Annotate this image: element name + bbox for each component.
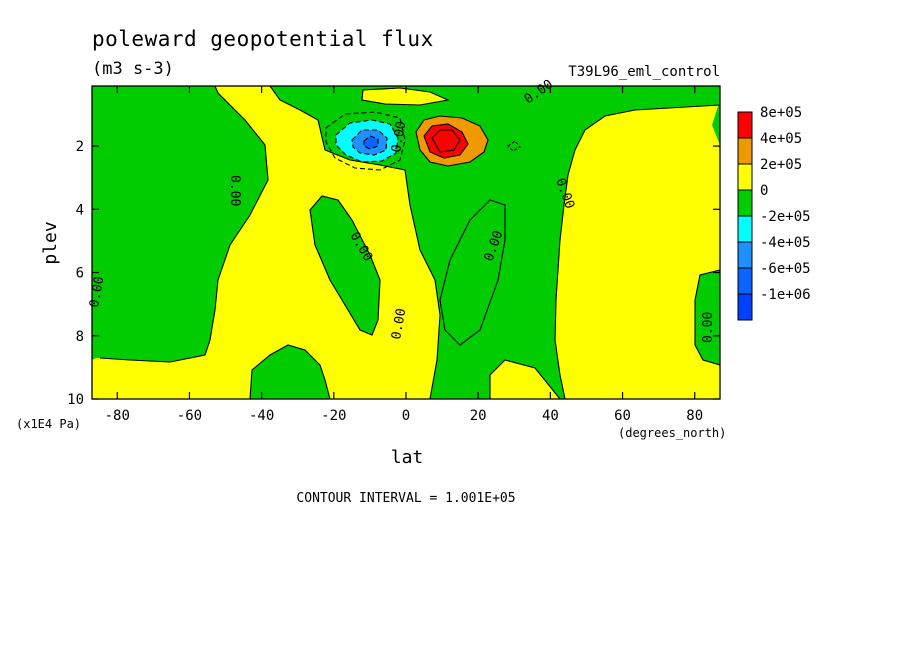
negative-region-north-midlat-tongue [440, 200, 505, 345]
max-core-red [424, 124, 468, 158]
color-legend: 8e+05 4e+05 2e+05 0 -2e+05 -4e+05 -6e+05 -1e+06 [737, 105, 811, 321]
negative-region-north-pole-edge [712, 100, 720, 145]
legend-swatch [737, 111, 753, 139]
contour-small-dashed [507, 140, 521, 152]
legend-label: -4e+05 [760, 235, 811, 251]
contour-zero-line-top [361, 87, 450, 106]
negative-region-north-lower [695, 270, 720, 365]
contour-lines [99, 86, 720, 399]
x-axis: -80 -60 -40 -20 0 20 40 60 80 [105, 86, 703, 424]
contour-zero-line-bottom-north [489, 359, 561, 399]
contour-zero-line-lower-right [694, 269, 720, 366]
x-tick-label: 60 [614, 408, 631, 424]
y-tick-label: 6 [76, 266, 84, 282]
min-core-deep [364, 136, 378, 149]
x-tick-label: 80 [686, 408, 703, 424]
x-tick-label: -20 [321, 408, 346, 424]
negative-region-south-midlat-tongue [310, 196, 380, 335]
legend-label: 8e+05 [760, 105, 802, 121]
chart-title: poleward geopotential flux [92, 27, 434, 51]
run-label: T39L96_eml_control [568, 64, 720, 80]
contour-positive-rings [415, 115, 489, 167]
y-tick-label: 2 [76, 139, 84, 155]
y-axis: 2 4 6 8 10 [67, 139, 720, 408]
x-tick-label: 40 [542, 408, 559, 424]
y-unit-label: (x1E4 Pa) [16, 417, 81, 431]
legend-swatch [737, 189, 753, 217]
y-axis-label: plev [40, 221, 61, 264]
positive-patch-small [296, 141, 310, 152]
contour-zero-line-south [99, 86, 269, 363]
legend-label: 0 [760, 183, 768, 199]
y-tick-label: 8 [76, 329, 84, 345]
legend-swatch [737, 163, 753, 191]
chart-units: (m3 s-3) [92, 59, 174, 79]
x-tick-label: -40 [249, 408, 274, 424]
contour-zero-line-tongue-north [439, 199, 506, 346]
plot-area: 0.00 0.00 0.00 0.00 0.00 0.00 0.00 0.00 … [87, 77, 721, 400]
legend-label: -1e+06 [760, 287, 811, 303]
contour-label-9: 0.00 [701, 312, 716, 343]
legend-swatch [737, 267, 753, 295]
contour-negative-rings [325, 111, 406, 171]
contour-zero-line-north [554, 104, 720, 399]
x-unit-label: (degrees_north) [618, 426, 726, 440]
contour-label-1: 0.00 [227, 175, 242, 206]
filled-contours [92, 86, 720, 399]
legend-label: 4e+05 [760, 131, 802, 147]
x-axis-label: lat [391, 447, 424, 468]
contour-label-4: 0.00 [389, 307, 409, 340]
negative-region-south-lower-left [92, 330, 102, 360]
x-tick-label: 20 [470, 408, 487, 424]
x-tick-label: -80 [105, 408, 130, 424]
x-tick-label: -60 [177, 408, 202, 424]
positive-patch-top-center [362, 88, 448, 105]
y-tick-label: 10 [67, 392, 84, 408]
contour-label-3: 0.00 [389, 120, 409, 153]
contour-interval-note: CONTOUR INTERVAL = 1.001E+05 [296, 491, 515, 506]
contour-zero-line-central [269, 86, 441, 399]
contour-zero-line-tongue-south [309, 195, 381, 336]
legend-swatch [737, 137, 753, 165]
negative-region-south-pole-edge [92, 86, 100, 145]
legend-label: -6e+05 [760, 261, 811, 277]
legend-swatch [737, 241, 753, 269]
contour-zero-line-bottom [249, 344, 331, 399]
legend-label: 2e+05 [760, 157, 802, 173]
y-tick-label: 4 [76, 202, 84, 218]
legend-swatch [737, 215, 753, 243]
legend-label: -2e+05 [760, 209, 811, 225]
legend-swatch [737, 293, 753, 321]
negative-region-southern-high-lat [92, 86, 268, 362]
negative-region-bottom-south [250, 345, 330, 399]
x-tick-label: 0 [402, 408, 410, 424]
